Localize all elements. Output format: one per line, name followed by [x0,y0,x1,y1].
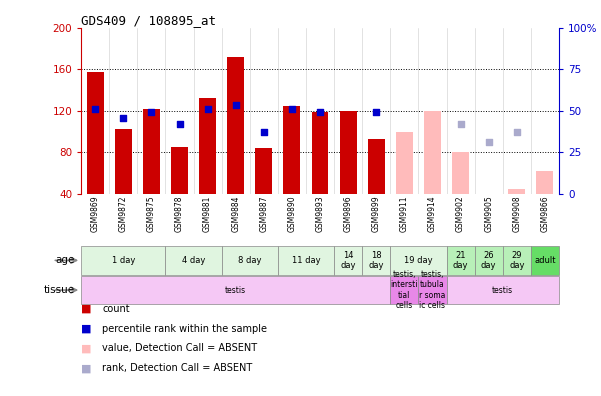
Text: percentile rank within the sample: percentile rank within the sample [102,324,267,334]
Point [231,101,240,108]
Bar [143,109,160,194]
Bar [165,246,222,275]
Text: testis,
tubula
r soma
ic cells: testis, tubula r soma ic cells [419,270,446,310]
Bar [222,246,278,275]
Bar [340,111,356,194]
Point [147,109,156,115]
Text: 8 day: 8 day [238,256,261,265]
Point [371,109,381,115]
Bar [81,276,390,304]
Point [316,109,325,115]
Bar [447,276,559,304]
Text: 26
day: 26 day [481,251,496,270]
Bar [334,246,362,275]
Text: adult: adult [534,256,556,265]
Text: testis,
intersti
tial
cells: testis, intersti tial cells [391,270,418,310]
Bar [199,98,216,194]
Bar [418,276,447,304]
Text: 21
day: 21 day [453,251,468,270]
Text: ■: ■ [81,363,91,373]
Text: 19 day: 19 day [404,256,433,265]
Point [203,106,212,112]
Bar [81,246,165,275]
Bar [475,246,502,275]
Point [259,128,269,135]
Bar [255,148,272,194]
Bar [452,152,469,194]
Bar [115,129,132,194]
Bar [537,171,554,194]
Text: age: age [56,255,75,265]
Point [118,115,128,121]
Text: ■: ■ [81,343,91,354]
Text: 29
day: 29 day [509,251,525,270]
Point [175,121,185,128]
Text: rank, Detection Call = ABSENT: rank, Detection Call = ABSENT [102,363,252,373]
Bar [424,111,441,194]
Bar [508,189,525,194]
Text: tissue: tissue [44,285,75,295]
Bar [311,112,329,194]
Bar [87,72,103,194]
Point [287,106,297,112]
Text: testis: testis [225,286,246,295]
Bar [362,246,390,275]
Text: 14
day: 14 day [340,251,356,270]
Text: value, Detection Call = ABSENT: value, Detection Call = ABSENT [102,343,257,354]
Point [484,139,493,145]
Bar [390,276,418,304]
Point [512,128,522,135]
Text: 1 day: 1 day [112,256,135,265]
Text: GDS409 / 108895_at: GDS409 / 108895_at [81,13,216,27]
Point [90,106,100,112]
Bar [502,246,531,275]
Text: count: count [102,304,130,314]
Bar [396,131,413,194]
Bar [424,113,441,194]
Bar [531,246,559,275]
Text: testis: testis [492,286,513,295]
Bar [390,246,447,275]
Text: ■: ■ [81,324,91,334]
Text: 11 day: 11 day [291,256,320,265]
Bar [284,106,300,194]
Point [456,121,465,128]
Text: ■: ■ [81,304,91,314]
Bar [171,147,188,194]
Bar [227,57,244,194]
Text: 4 day: 4 day [182,256,206,265]
Bar [368,139,385,194]
Text: 18
day: 18 day [368,251,384,270]
Bar [447,246,475,275]
Bar [278,246,334,275]
